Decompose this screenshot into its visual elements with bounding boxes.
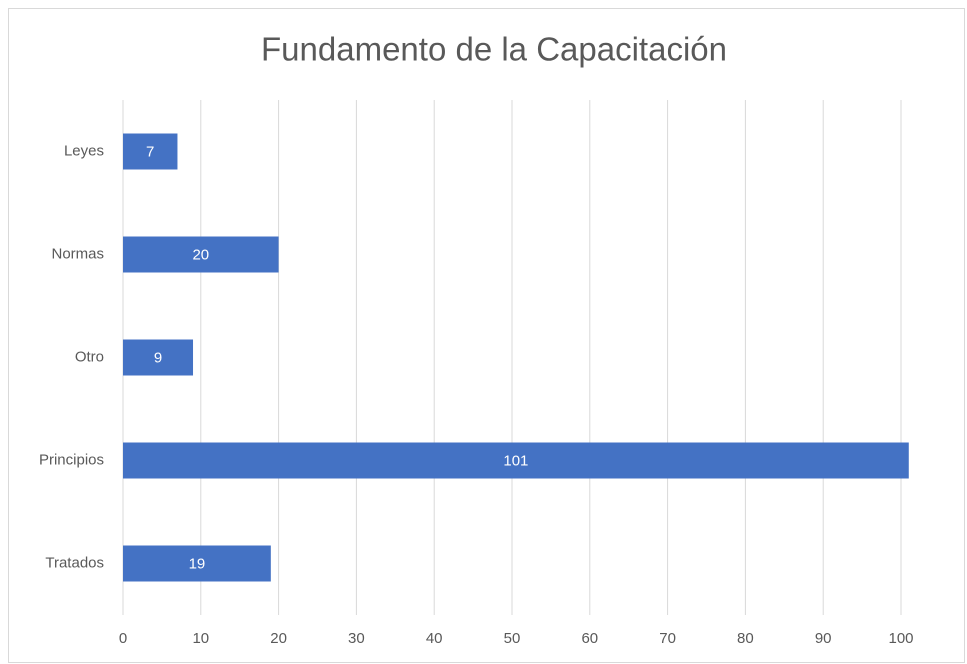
x-tick-label: 30 [348,630,365,647]
y-tick-label: Otro [75,348,104,365]
x-tick-label: 0 [119,630,127,647]
y-tick-label: Leyes [64,142,104,159]
y-tick-label: Normas [51,245,104,262]
x-tick-label: 10 [192,630,209,647]
x-tick-label: 100 [888,630,913,647]
x-tick-label: 20 [270,630,287,647]
y-tick-label: Principios [39,451,104,468]
bar [123,236,279,273]
x-tick-label: 70 [659,630,676,647]
data-label: 20 [192,246,209,263]
data-label: 101 [503,452,528,469]
data-label: 9 [154,349,162,366]
data-label: 19 [189,555,206,572]
bar [123,545,271,582]
x-tick-label: 60 [581,630,598,647]
bar [123,442,909,479]
x-tick-label: 90 [815,630,832,647]
chart-title: Fundamento de la Capacitación [261,31,727,68]
x-tick-label: 50 [504,630,521,647]
y-tick-label: Tratados [45,554,104,571]
bar [123,133,178,170]
x-tick-label: 80 [737,630,754,647]
data-label: 7 [146,143,154,160]
bar [123,339,194,376]
x-tick-label: 40 [426,630,443,647]
